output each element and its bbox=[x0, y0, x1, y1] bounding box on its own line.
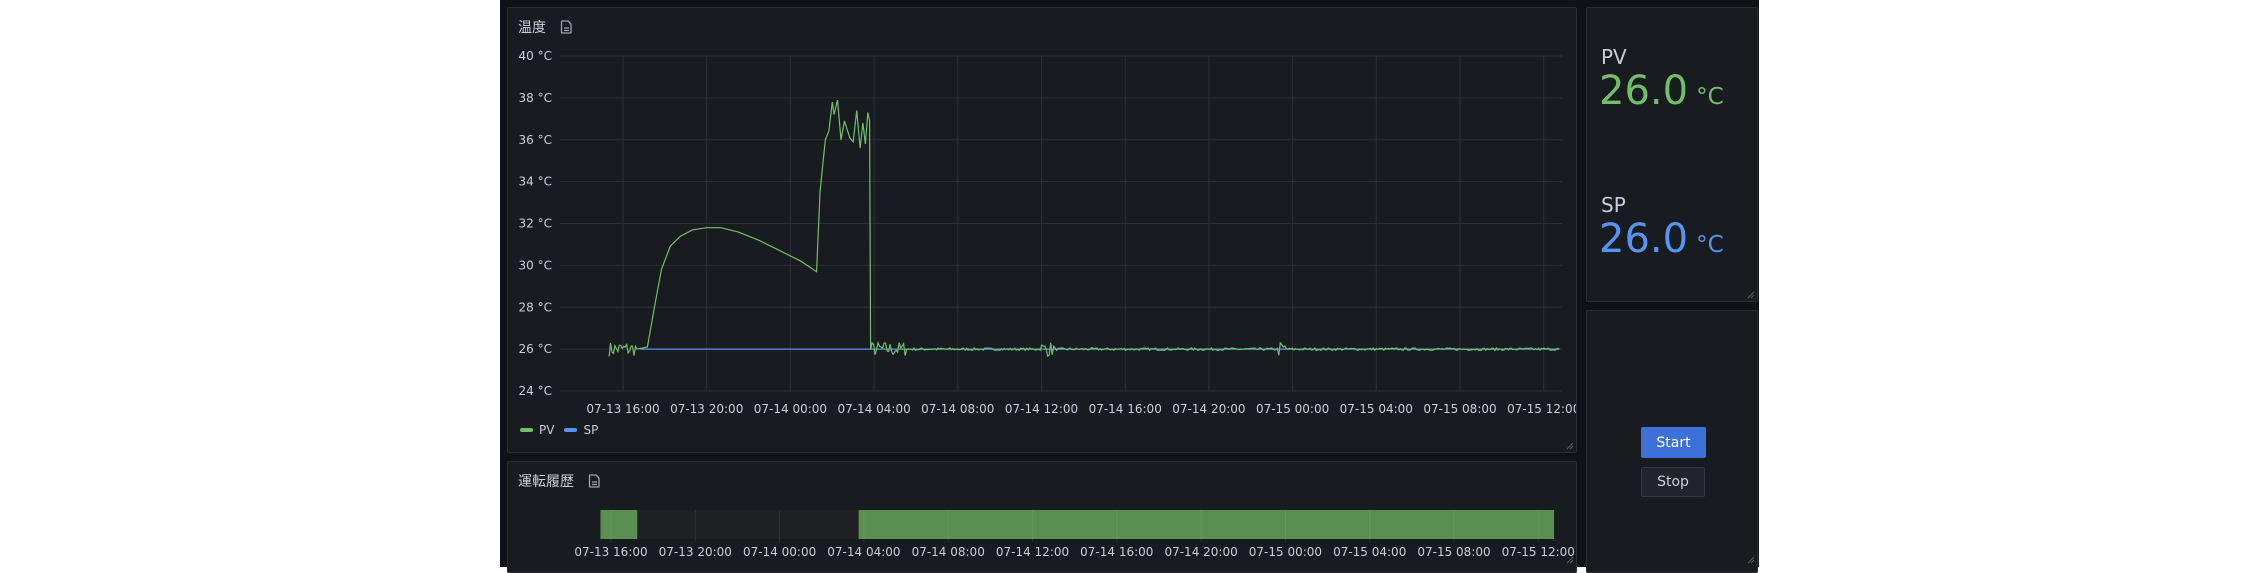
pv-unit: °C bbox=[1696, 84, 1724, 110]
x-tick-label: 07-15 08:00 bbox=[1423, 402, 1496, 416]
y-tick-label: 28 °C bbox=[519, 300, 552, 314]
x-tick-label: 07-14 04:00 bbox=[827, 545, 900, 559]
resize-handle[interactable] bbox=[1564, 440, 1574, 450]
document-icon[interactable] bbox=[560, 20, 573, 34]
x-tick-label: 07-15 12:00 bbox=[1507, 402, 1576, 416]
pv-swatch bbox=[520, 428, 533, 432]
temperature-panel: 温度 40 °C 38 °C 36 °C 34 °C 32 °C 30 °C 28 °C 26… bbox=[507, 7, 1577, 453]
x-tick-label: 07-13 20:00 bbox=[659, 545, 732, 559]
legend-item-sp[interactable]: SP bbox=[564, 423, 598, 437]
state-segment-running bbox=[600, 510, 638, 539]
x-tick-label: 07-14 00:00 bbox=[743, 545, 816, 559]
y-tick-label: 38 °C bbox=[519, 91, 552, 105]
panel-title: 運転履歴 bbox=[518, 474, 574, 490]
x-tick-label: 07-14 00:00 bbox=[754, 402, 827, 416]
x-tick-label: 07-15 12:00 bbox=[1502, 545, 1575, 559]
x-tick-label: 07-14 16:00 bbox=[1089, 402, 1162, 416]
panel-title: 温度 bbox=[518, 20, 546, 36]
pv-series-line bbox=[608, 99, 1560, 358]
x-tick-label: 07-15 04:00 bbox=[1333, 545, 1406, 559]
x-tick-label: 07-15 00:00 bbox=[1249, 545, 1322, 559]
y-tick-label: 34 °C bbox=[519, 175, 552, 189]
pv-label: PV bbox=[1601, 45, 1627, 69]
resize-handle[interactable] bbox=[1745, 554, 1755, 564]
resize-handle[interactable] bbox=[1564, 554, 1574, 564]
temperature-chart: 40 °C 38 °C 36 °C 34 °C 32 °C 30 °C 28 °C 26 °C… bbox=[519, 49, 1576, 416]
sp-value: 26.0 °C bbox=[1599, 216, 1724, 262]
x-tick-label: 07-14 20:00 bbox=[1164, 545, 1237, 559]
state-segment-running bbox=[858, 510, 1555, 539]
y-tick-label: 26 °C bbox=[519, 342, 552, 356]
document-icon[interactable] bbox=[588, 474, 601, 488]
resize-handle[interactable] bbox=[1745, 289, 1755, 299]
sp-label: SP bbox=[1601, 193, 1626, 217]
dashboard: 温度 40 °C 38 °C 36 °C 34 °C 32 °C 30 °C 28 °C 26… bbox=[500, 0, 1759, 573]
sp-unit: °C bbox=[1696, 232, 1724, 258]
pv-value: 26.0 °C bbox=[1599, 68, 1724, 114]
x-tick-label: 07-14 16:00 bbox=[1080, 545, 1153, 559]
x-tick-label: 07-14 08:00 bbox=[912, 545, 985, 559]
y-tick-label: 24 °C bbox=[519, 384, 552, 398]
x-tick-label: 07-14 04:00 bbox=[837, 402, 910, 416]
x-tick-label: 07-13 20:00 bbox=[670, 402, 743, 416]
x-tick-label: 07-14 08:00 bbox=[921, 402, 994, 416]
x-tick-label: 07-14 12:00 bbox=[996, 545, 1069, 559]
stop-button[interactable]: Stop bbox=[1641, 467, 1705, 497]
legend: PV SP bbox=[520, 423, 598, 437]
x-tick-label: 07-13 16:00 bbox=[574, 545, 647, 559]
y-tick-label: 36 °C bbox=[519, 133, 552, 147]
history-panel: 運転履歴 07-13 16:00 07-13 20:00 07-14 00:00 07… bbox=[507, 461, 1577, 573]
start-button[interactable]: Start bbox=[1641, 427, 1706, 458]
x-tick-label: 07-15 08:00 bbox=[1417, 545, 1490, 559]
control-panel: Start Stop bbox=[1586, 310, 1758, 573]
y-tick-label: 40 °C bbox=[519, 49, 552, 63]
x-tick-label: 07-15 04:00 bbox=[1340, 402, 1413, 416]
y-tick-label: 32 °C bbox=[519, 217, 552, 231]
x-tick-label: 07-15 00:00 bbox=[1256, 402, 1329, 416]
sp-swatch bbox=[564, 428, 578, 432]
legend-item-pv[interactable]: PV bbox=[520, 423, 554, 437]
x-tick-label: 07-14 20:00 bbox=[1172, 402, 1245, 416]
y-tick-label: 30 °C bbox=[519, 258, 552, 272]
x-tick-label: 07-14 12:00 bbox=[1005, 402, 1078, 416]
x-tick-label: 07-13 16:00 bbox=[586, 402, 659, 416]
state-timeline-chart: 07-13 16:00 07-13 20:00 07-14 00:00 07-14 0… bbox=[574, 510, 1575, 559]
state-segment-stopped bbox=[637, 510, 859, 539]
stat-panel: PV 26.0 °C SP 26.0 °C bbox=[1586, 7, 1758, 302]
